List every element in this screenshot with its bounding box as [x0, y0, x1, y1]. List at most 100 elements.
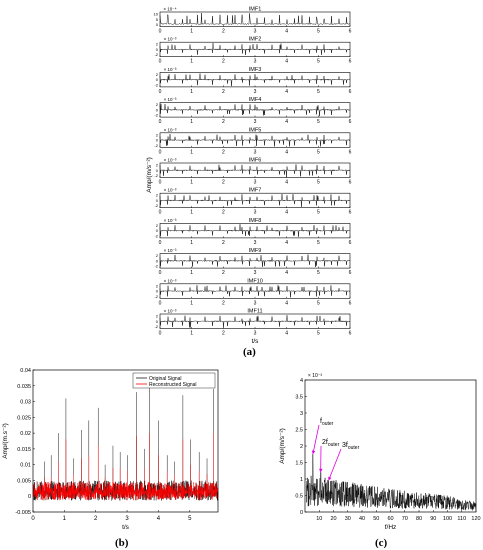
- imf-xtick-label: 5: [317, 331, 320, 337]
- imf-xtick-label: 4: [285, 210, 288, 216]
- imf-xtick-label: 2: [222, 300, 225, 306]
- panel-b-ytick-label: 0.03: [20, 400, 31, 406]
- panel-c-xtick-label: 120: [471, 516, 480, 522]
- panel-b-xtick-label: 5: [188, 516, 192, 522]
- annotation-label: 2fouter: [322, 439, 340, 448]
- panel-b-ytick-label: 0.035: [17, 384, 31, 390]
- imf-xtick-label: 4: [285, 29, 288, 35]
- imf-ytick-label: 0: [156, 228, 159, 233]
- imf-xtick-label: 5: [317, 270, 320, 276]
- panel-b-xtick-label: 0: [31, 516, 35, 522]
- panel-c-ytick-label: 0: [300, 510, 303, 516]
- imf-ytick-label: -2: [154, 52, 158, 57]
- imf-xtick-label: 1: [190, 331, 193, 337]
- imf-title: IMF10: [247, 278, 263, 284]
- imf-ytick-label: 2: [156, 132, 159, 137]
- panel-b-ytick-label: -0.005: [15, 510, 31, 516]
- panel-a-ylabel: Amp/(m/s⁻²): [146, 157, 153, 193]
- panel-c-ytick-label: 4: [300, 378, 303, 384]
- imf-signal: [159, 193, 351, 207]
- imf-xtick-label: 1: [190, 29, 193, 35]
- panel-b-ytick-label: 0: [28, 494, 31, 500]
- imf-ytick-label: 0: [156, 138, 159, 143]
- imf-ytick-label: 0: [156, 198, 159, 203]
- annotation-arrowhead: [328, 476, 332, 481]
- panel-c-xtick-label: 40: [359, 516, 365, 522]
- imf-xtick-label: 0: [159, 240, 162, 246]
- imf-signal: [159, 254, 351, 268]
- panel-label-a: (a): [243, 346, 256, 358]
- imf-title: IMF11: [247, 309, 262, 315]
- imf-ytick-label: -2: [154, 264, 158, 269]
- imf-xtick-label: 1: [190, 210, 193, 216]
- imf-ytick-label: 0: [156, 77, 159, 82]
- imf-ytick-label: 2: [156, 163, 159, 168]
- panel-b-xtick-label: 1: [63, 516, 67, 522]
- imf-exponent: × 10⁻³: [164, 127, 177, 132]
- panel-b-ytick-label: 0.015: [17, 447, 31, 453]
- imf-xtick-label: 3: [254, 180, 257, 186]
- imf-xtick-label: 0: [159, 210, 162, 216]
- imf-exponent: × 10⁻³: [164, 278, 177, 283]
- imf-signal: [159, 224, 351, 237]
- imf-ytick-label: 0: [156, 258, 159, 263]
- imf-exponent: × 10⁻³: [164, 158, 177, 163]
- imf-xtick-label: 4: [285, 270, 288, 276]
- imf-ytick-label: 2: [156, 223, 159, 228]
- imf-ytick-label: -2: [154, 82, 158, 87]
- imf-subplot-8: IMF8× 10⁻³20-20 1 2 3 4 5 6: [154, 218, 351, 246]
- imf-subplot-4: IMF4× 10⁻³20-20 1 2 3 4 5 6: [154, 97, 351, 125]
- imf-xtick-label: 4: [285, 180, 288, 186]
- imf-xtick-label: 2: [222, 210, 225, 216]
- imf-xtick-label: 6: [349, 300, 352, 306]
- imf-xtick-label: 6: [349, 59, 352, 65]
- imf-signal: [159, 134, 351, 147]
- imf-xtick-label: 3: [254, 210, 257, 216]
- panel-b-xtick-label: 3: [125, 516, 129, 522]
- panel-c-xlabel: f/Hz: [385, 524, 397, 531]
- imf-signal: [159, 42, 351, 55]
- imf-xtick-label: 5: [317, 300, 320, 306]
- annotation-label: 3fouter: [342, 442, 360, 451]
- imf-xtick-label: 5: [317, 210, 320, 216]
- imf-ytick-label: 0: [156, 168, 159, 173]
- imf-ytick-label: 2: [156, 314, 159, 319]
- panel-c-xtick-label: 30: [345, 516, 351, 522]
- imf-xtick-label: 0: [159, 331, 162, 337]
- panel-c-xtick-label: 90: [430, 516, 436, 522]
- imf-exponent: × 10⁻³: [164, 248, 177, 253]
- panel-b-legend: [132, 372, 216, 389]
- imf-title: IMF2: [249, 37, 262, 43]
- series-spectrum: [306, 454, 477, 511]
- imf-ytick-label: 10: [154, 12, 159, 17]
- imf-xtick-label: 1: [190, 59, 193, 65]
- imf-exponent: × 10⁻³: [164, 188, 177, 193]
- panel-b-time-signal: -0.00500.0050.010.0150.020.0250.030.0350…: [2, 368, 219, 531]
- legend-label: Reconstructed Signal: [149, 382, 197, 388]
- imf-xtick-label: 6: [349, 240, 352, 246]
- imf-xtick-label: 3: [254, 89, 257, 95]
- imf-signal: [159, 285, 351, 298]
- imf-ytick-label: 0: [156, 47, 159, 52]
- panel-c-axes-frame: [304, 379, 477, 513]
- panel-c-ytick-label: 3: [300, 411, 303, 417]
- imf-ytick-label: 0: [156, 319, 159, 324]
- imf-xtick-label: 2: [222, 270, 225, 276]
- imf-ytick-label: -2: [154, 113, 158, 118]
- panel-b-ytick-label: 0.025: [17, 415, 31, 421]
- imf-signal: [159, 315, 351, 328]
- imf-xtick-label: 4: [285, 119, 288, 125]
- imf-signal: [159, 164, 351, 177]
- imf-xtick-label: 3: [254, 331, 257, 337]
- imf-xtick-label: 5: [317, 149, 320, 155]
- panel-b-xlabel: t/s: [122, 524, 130, 531]
- imf-xtick-label: 6: [349, 180, 352, 186]
- imf-xtick-label: 3: [254, 119, 257, 125]
- imf-ytick-label: 2: [156, 102, 159, 107]
- panel-c-xtick-label: 50: [373, 516, 379, 522]
- imf-signal: [159, 73, 351, 87]
- imf-xtick-label: 0: [159, 119, 162, 125]
- imf-xtick-label: 0: [159, 300, 162, 306]
- imf-title: IMF1: [249, 7, 262, 13]
- imf-xtick-label: 3: [254, 270, 257, 276]
